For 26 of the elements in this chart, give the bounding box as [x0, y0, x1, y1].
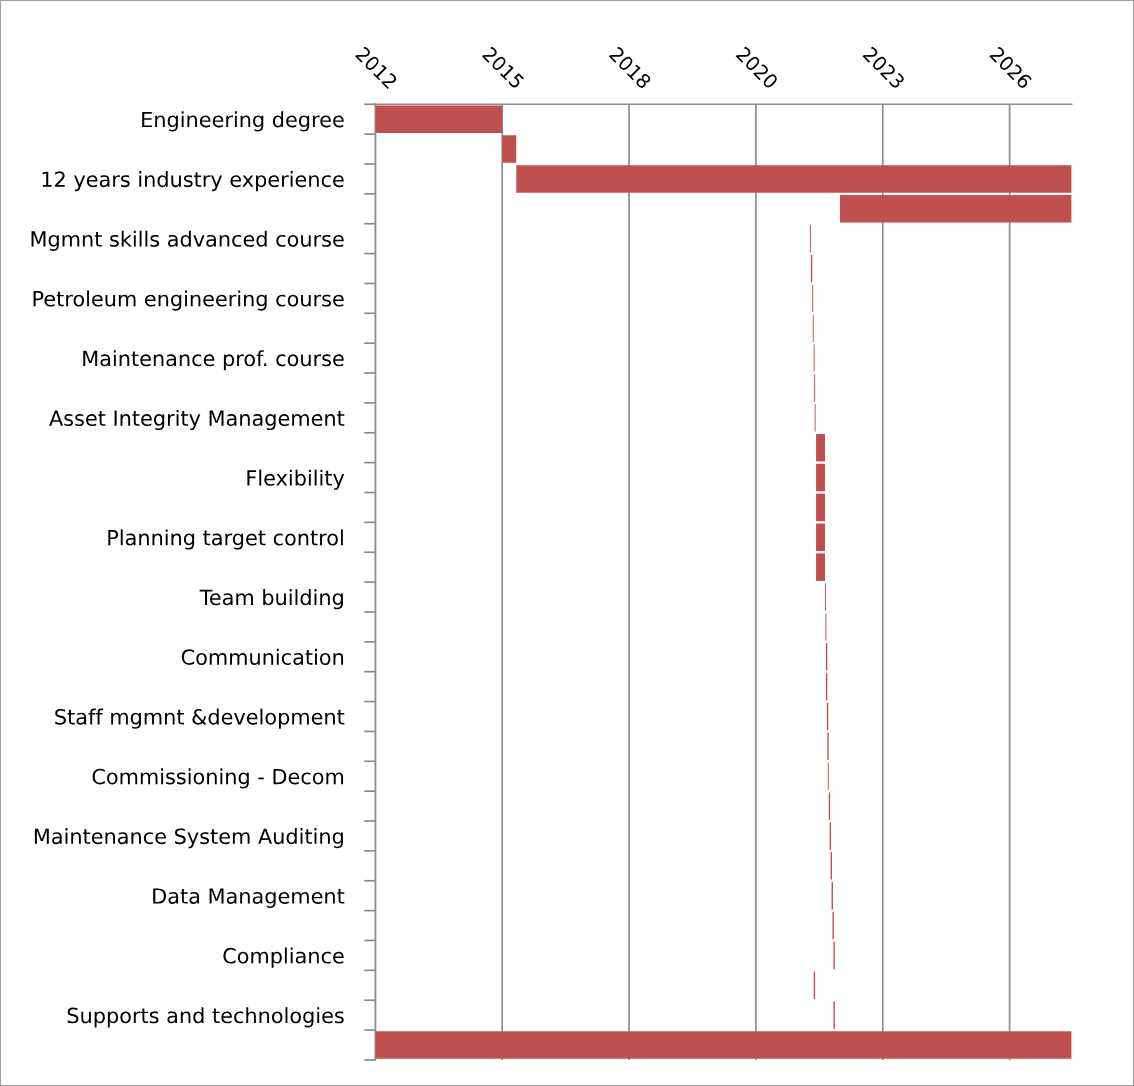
bar [502, 135, 517, 163]
y-tick-label: Asset Integrity Management [49, 409, 345, 431]
y-tick-label: Maintenance prof. course [83, 350, 344, 371]
y-tick-label: Engineering degree [142, 111, 344, 132]
y-tick-label: 12 years industry experience [42, 171, 344, 192]
y-tick-label: Data Management [153, 888, 345, 908]
bar [840, 195, 1072, 223]
y-tick-label: Staff mgmnt &development [55, 708, 345, 729]
bar [816, 493, 825, 522]
y-tick-label: Team building [199, 589, 343, 610]
y-tick-label: Planning target control [108, 529, 343, 550]
y-tick-label: Petroleum engineering course [33, 290, 344, 311]
y-tick-label: Commissioning - Decom [92, 768, 344, 789]
bar [375, 1031, 1072, 1059]
bar [516, 165, 1072, 193]
bar [816, 553, 825, 581]
y-tick-label: Flexibility [247, 469, 345, 490]
y-tick-label: Communication [181, 648, 344, 665]
bar [816, 463, 825, 492]
bar [816, 433, 825, 462]
bar [375, 105, 503, 133]
bar [816, 523, 825, 552]
y-tick-label: Maintenance System Auditing [34, 828, 343, 849]
y-tick-label: Compliance [223, 947, 344, 968]
y-tick-label: Mgmnt skills advanced course [31, 230, 344, 251]
y-tick-label: Supports and technologies [67, 1007, 344, 1028]
